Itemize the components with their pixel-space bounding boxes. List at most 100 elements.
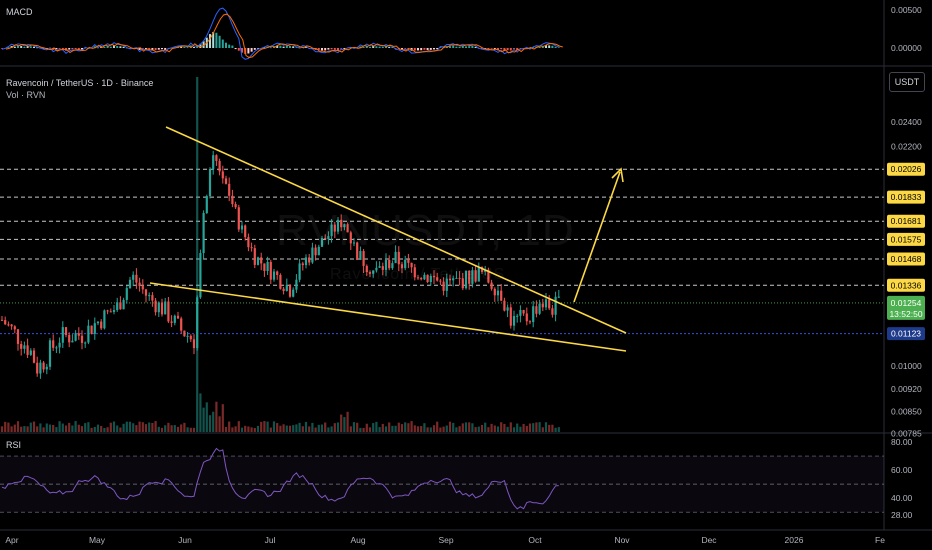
volume-bar	[346, 411, 349, 432]
currency-unit-button[interactable]: USDT	[889, 72, 925, 92]
candle	[96, 321, 100, 326]
wedge-drawing[interactable]	[149, 126, 627, 352]
candle	[263, 263, 266, 277]
volume-bar	[13, 424, 16, 432]
volume-bar	[122, 423, 125, 432]
candle-body	[314, 247, 317, 256]
candle-body	[548, 299, 551, 309]
macd-histogram-bar	[545, 45, 547, 48]
price-axis[interactable]: 0.02026 0.01833 0.01681 0.01575 0.01468 0.013…	[887, 5, 925, 520]
macd-histogram-bar	[490, 48, 493, 49]
time-tick-label[interactable]: Nov	[614, 535, 630, 545]
wedge-upper-line[interactable]	[165, 126, 627, 334]
candle	[365, 264, 368, 277]
candle	[407, 253, 410, 269]
volume-bar	[151, 422, 154, 432]
candle	[36, 356, 39, 377]
macd-histogram-bar	[407, 48, 410, 50]
macd-histogram-bar	[77, 48, 80, 50]
candle-body	[23, 345, 26, 349]
volume-bar	[400, 424, 404, 432]
volume-bar	[503, 423, 506, 432]
target-arrow-line[interactable]	[573, 171, 621, 303]
price-tick-label: 0.00850	[891, 406, 922, 416]
candle-body	[324, 238, 327, 240]
macd-histogram-bar	[557, 47, 560, 48]
volume-bar	[554, 427, 557, 432]
time-axis[interactable]: Apr May Jun Jul Aug Sep Oct Nov Dec 2026 Fe	[5, 535, 885, 545]
watermark-symbol: RVNUSDT, 1D	[276, 206, 575, 255]
level-badge[interactable]: 0.01681	[887, 214, 925, 228]
time-tick-label[interactable]: May	[89, 535, 106, 545]
level-badge-text: 0.01833	[891, 192, 922, 202]
time-tick-label[interactable]: Fe	[875, 535, 885, 545]
macd-histogram-bar	[20, 46, 23, 48]
volume-bar	[330, 426, 333, 432]
volume-bar	[109, 422, 112, 432]
volume-bar	[464, 422, 468, 432]
candle	[493, 287, 496, 302]
candle-body	[455, 277, 458, 279]
candle	[186, 331, 189, 343]
candle-body	[253, 248, 256, 265]
level-badge[interactable]: 0.01336	[887, 278, 925, 292]
time-tick-label[interactable]: Sep	[438, 535, 453, 545]
candle-body	[263, 263, 266, 271]
macd-histogram-bar	[215, 32, 218, 48]
macd-histogram-bar	[26, 46, 29, 48]
macd-line	[1, 7, 559, 60]
time-tick-label[interactable]: Oct	[528, 535, 542, 545]
volume-bar	[141, 422, 144, 432]
level-badge[interactable]: 0.01575	[887, 232, 925, 246]
time-tick-label[interactable]: Jul	[265, 535, 276, 545]
level-badge[interactable]: 0.01833	[887, 190, 925, 204]
volume-bar	[20, 426, 23, 432]
candle	[490, 279, 493, 291]
candle-body	[292, 289, 295, 297]
candle-body	[192, 339, 196, 349]
time-tick-label[interactable]: 2026	[785, 535, 804, 545]
low-level-badge[interactable]: 0.01123	[887, 327, 925, 341]
volume-bar	[304, 421, 308, 432]
level-badge[interactable]: 0.02026	[887, 162, 925, 176]
candle	[237, 204, 240, 232]
macd-histogram-bar	[487, 48, 490, 50]
volume-bar	[519, 426, 522, 432]
volume-bar	[231, 427, 234, 432]
candle	[464, 270, 468, 290]
candle-body	[42, 362, 45, 370]
volume-bar	[228, 421, 231, 432]
candle	[202, 210, 205, 260]
time-tick-label[interactable]: Aug	[350, 535, 365, 545]
volume-bar	[77, 424, 80, 432]
current-price-value: 0.01254	[891, 298, 922, 308]
macd-histogram-bar	[71, 48, 74, 50]
candle	[26, 338, 29, 359]
candle-body	[439, 280, 442, 282]
macd-histogram-bar	[289, 45, 291, 48]
candle	[391, 260, 394, 270]
candle	[141, 279, 144, 294]
macd-histogram-bar	[381, 47, 384, 48]
time-tick-label[interactable]: Apr	[5, 535, 18, 545]
candle-body	[29, 350, 32, 355]
volume-bar	[477, 426, 480, 432]
macd-histogram-bar	[413, 48, 416, 51]
candle	[308, 253, 311, 266]
time-tick-label[interactable]: Dec	[701, 535, 717, 545]
macd-histogram-bar	[23, 46, 26, 48]
candle-body	[516, 315, 519, 317]
watermark-subtitle: Ravencoin / TetherUS	[330, 266, 506, 283]
candle-body	[212, 155, 215, 170]
rsi-series	[0, 447, 884, 513]
macd-histogram-bar	[231, 45, 234, 48]
time-tick-label[interactable]: Jun	[178, 535, 192, 545]
wedge-lower-line[interactable]	[149, 282, 627, 352]
volume-bar	[93, 426, 96, 432]
macd-histogram-bar	[61, 48, 64, 49]
volume-bar	[205, 402, 208, 432]
candle-body	[164, 301, 167, 315]
level-badge[interactable]: 0.01468	[887, 252, 925, 266]
